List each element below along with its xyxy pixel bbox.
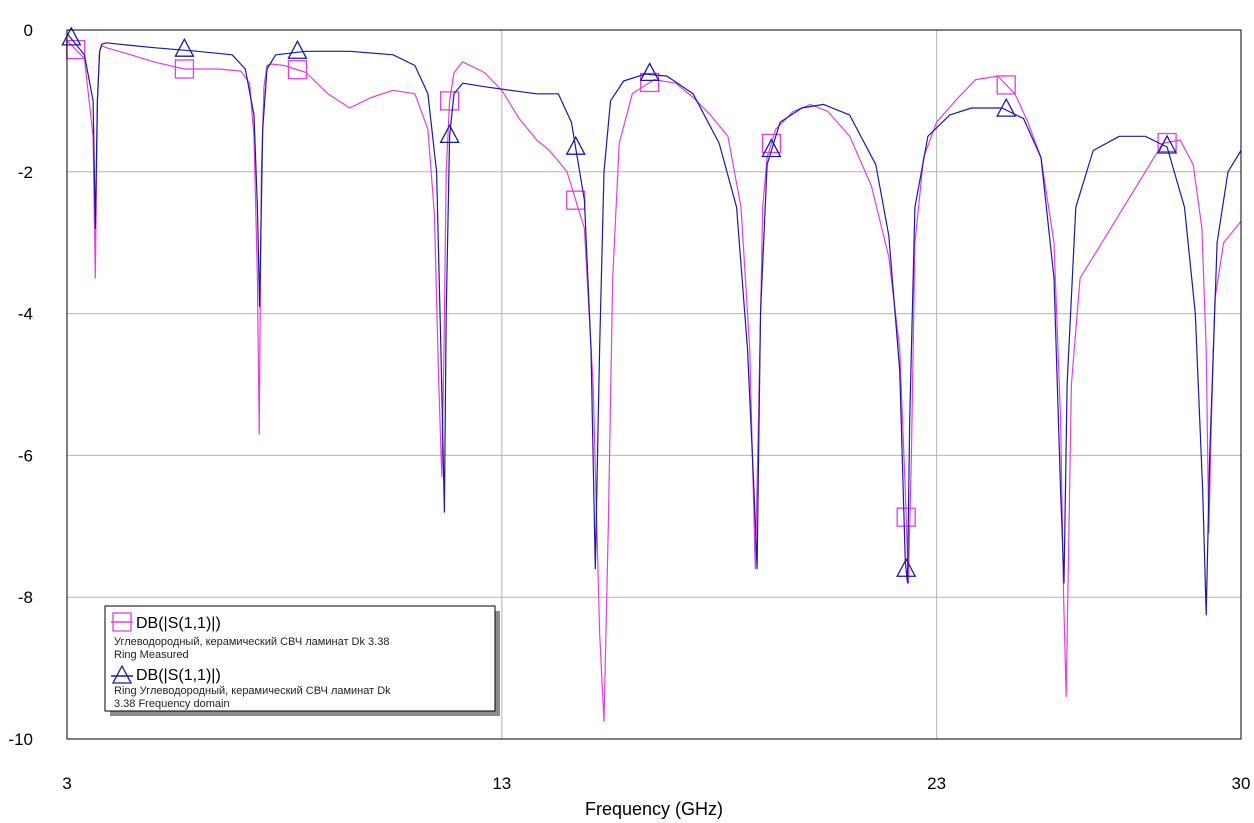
triangle-marker xyxy=(1157,134,1178,154)
series-line-1 xyxy=(66,33,1242,616)
y-tick-label: -6 xyxy=(18,446,33,465)
y-tick-label: -10 xyxy=(8,730,33,749)
legend-label-measured: DB(|S(1,1)|) xyxy=(136,615,221,632)
square-marker xyxy=(174,59,195,79)
y-tick-label: -2 xyxy=(18,163,33,182)
square-marker xyxy=(640,72,660,93)
triangle-marker xyxy=(565,135,586,155)
legend-desc-simulated-1: Ring Углеводородный, керамический СВЧ ла… xyxy=(114,685,391,697)
series-layer xyxy=(61,26,1242,722)
legend-square-marker xyxy=(112,612,132,632)
square-marker xyxy=(996,75,1016,95)
triangle-marker xyxy=(174,37,195,57)
triangle-marker xyxy=(761,138,782,158)
legend-entry-simulated: DB(|S(1,1)|) Ring Углеводородный, керами… xyxy=(111,664,391,710)
legend-desc-measured-2: Ring Measured xyxy=(114,649,189,661)
triangle-marker xyxy=(639,61,660,82)
y-tick-label: -8 xyxy=(18,588,33,607)
tick-labels: 0 -2 -4 -6 -8 -10 3 13 23 30 xyxy=(8,21,1250,793)
x-tick-label: 13 xyxy=(492,774,511,793)
triangle-marker xyxy=(287,39,308,59)
x-tick-label: 23 xyxy=(927,774,946,793)
legend-triangle-marker xyxy=(111,664,133,684)
square-marker xyxy=(896,507,916,527)
x-axis-title: Frequency (GHz) xyxy=(585,799,723,819)
legend[interactable]: DB(|S(1,1)|) Углеводородный, керамически… xyxy=(104,605,500,716)
legend-label-simulated: DB(|S(1,1)|) xyxy=(136,667,221,684)
legend-desc-simulated-2: 3.38 Frequency domain xyxy=(114,698,230,710)
x-tick-label: 30 xyxy=(1232,774,1251,793)
x-tick-label: 3 xyxy=(62,774,71,793)
y-tick-label: 0 xyxy=(24,21,33,40)
legend-entry-measured: DB(|S(1,1)|) Углеводородный, керамически… xyxy=(111,612,389,661)
triangle-marker xyxy=(439,123,460,144)
triangle-marker xyxy=(996,97,1017,117)
plot-frame xyxy=(66,29,1242,740)
legend-box xyxy=(104,605,496,712)
triangle-marker xyxy=(896,557,917,577)
square-marker xyxy=(439,91,460,111)
legend-desc-measured-1: Углеводородный, керамический СВЧ ламинат… xyxy=(114,636,389,648)
y-tick-label: -4 xyxy=(18,305,33,324)
square-marker xyxy=(287,60,308,80)
